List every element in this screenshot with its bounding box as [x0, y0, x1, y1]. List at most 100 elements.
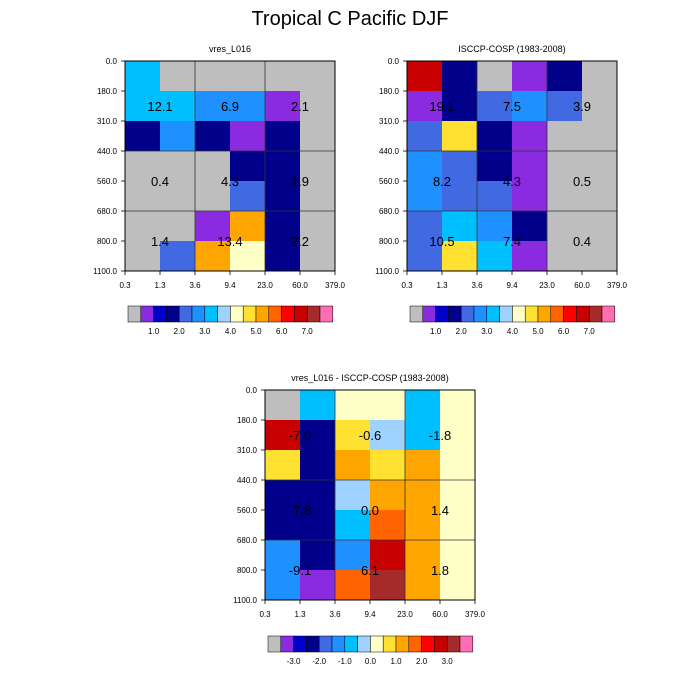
heatmap-cell [125, 181, 161, 212]
panel-title: vres_L016 [209, 44, 251, 54]
colorbar-swatch [281, 305, 295, 323]
colorbar-swatch [460, 305, 475, 323]
x-tick-label: 9.4 [224, 281, 236, 290]
y-tick-label: 560.0 [237, 506, 258, 515]
heatmap-cell [230, 151, 266, 182]
heatmap-cell [440, 390, 476, 421]
x-tick-label: 379.0 [325, 281, 346, 290]
x-tick-label: 0.3 [119, 281, 131, 290]
y-tick-label: 310.0 [379, 117, 400, 126]
panel-diff: vres_L016 - ISCCP-COSP (1983-2008) -7.0 -0… [233, 373, 485, 666]
colorbar-label: 1.0 [390, 657, 402, 666]
y-tick-label: 1100.0 [233, 596, 257, 605]
y-tick-label: 0.0 [388, 57, 400, 66]
colorbar-swatch [512, 305, 526, 323]
colorbar-label: 2.0 [456, 327, 468, 336]
heatmap-cell [265, 540, 301, 571]
colorbar-swatch [370, 635, 384, 653]
panel-title: ISCCP-COSP (1983-2008) [458, 44, 565, 54]
heatmap-cell [230, 211, 266, 242]
x-tick-label: 60.0 [432, 610, 448, 619]
x-tick-label: 379.0 [465, 610, 486, 619]
y-tick-label: 800.0 [237, 566, 258, 575]
heatmap-cell [547, 151, 583, 182]
heatmap-cell [160, 241, 196, 272]
colorbar-swatch [395, 635, 410, 653]
colorbar-swatch [473, 305, 488, 323]
heatmap-cell [407, 121, 443, 152]
y-tick-label: 180.0 [237, 416, 258, 425]
block-value-label: -7.8 [289, 503, 311, 518]
heatmap-cell [160, 61, 196, 92]
heatmap-cell [125, 121, 161, 152]
heatmap-cell [195, 211, 231, 242]
heatmap-cell [300, 450, 336, 481]
heatmap-cell [512, 241, 548, 272]
heatmap-cell [405, 540, 441, 571]
heatmap-cell [582, 211, 618, 242]
heatmap-cell [195, 91, 231, 122]
heatmap-cell [265, 480, 301, 511]
heatmap-cell [405, 480, 441, 511]
heatmap-cell [335, 480, 371, 511]
heatmap-cell [160, 211, 196, 242]
colorbar-label: 4.0 [507, 327, 519, 336]
block-value-label: 0.4 [573, 234, 591, 249]
heatmap-cell [265, 420, 301, 451]
colorbar-label: 0.0 [365, 657, 377, 666]
heatmap-cell [300, 570, 336, 601]
heatmap-cell [300, 420, 336, 451]
heatmap-cell [300, 181, 336, 212]
colorbar-swatch [280, 635, 294, 653]
colorbar-label: 4.0 [225, 327, 237, 336]
colorbar-swatch [524, 305, 539, 323]
figure-title: Tropical C Pacific DJF [251, 8, 449, 30]
block-value-label: 3.9 [573, 99, 591, 114]
heatmap-cell [407, 211, 443, 242]
heatmap-cell [477, 61, 513, 92]
y-tick-label: 440.0 [379, 147, 400, 156]
colorbar-label: -2.0 [312, 657, 326, 666]
colorbar-swatch [459, 635, 474, 653]
colorbar-swatch [601, 305, 616, 323]
x-tick-label: 379.0 [607, 281, 628, 290]
colorbar-swatch [318, 635, 333, 653]
y-tick-label: 560.0 [379, 177, 400, 186]
y-tick-label: 800.0 [97, 237, 118, 246]
heatmap-cell [265, 91, 301, 122]
heatmap-cell [407, 61, 443, 92]
heatmap-cell [265, 570, 301, 601]
heatmap-cell [477, 181, 513, 212]
colorbar-label: 7.0 [302, 327, 314, 336]
block-value-label: 0.5 [573, 174, 591, 189]
x-tick-label: 1.3 [154, 281, 166, 290]
heatmap-cell [335, 570, 371, 601]
heatmap-cell [125, 61, 161, 92]
block-value-label: 6.9 [221, 99, 239, 114]
colorbar-swatch [319, 305, 334, 323]
block-value-label: 10.5 [429, 234, 454, 249]
heatmap-cell [335, 420, 371, 451]
block-value-label: 19.1 [429, 99, 454, 114]
colorbar-swatch [409, 305, 424, 323]
block-value-label: -0.6 [359, 428, 381, 443]
colorbar-swatch [344, 635, 358, 653]
heatmap-cell [300, 211, 336, 242]
heatmap-cell [265, 241, 301, 272]
colorbar-swatch [563, 305, 577, 323]
heatmap-cell [195, 151, 231, 182]
heatmap-cell [335, 450, 371, 481]
heatmap-cell [582, 121, 618, 152]
colorbar-label: 5.0 [532, 327, 544, 336]
x-tick-label: 60.0 [574, 281, 590, 290]
colorbar-swatch [422, 305, 436, 323]
block-value-label: 12.1 [147, 99, 172, 114]
heatmap-cell [477, 241, 513, 272]
colorbar-label: 2.0 [416, 657, 428, 666]
heatmap-cell [440, 420, 476, 451]
x-tick-label: 1.3 [436, 281, 448, 290]
heatmap-cell [300, 480, 336, 511]
colorbar-swatch [499, 305, 513, 323]
colorbar-swatch [421, 635, 435, 653]
colorbar-label: 5.0 [250, 327, 262, 336]
